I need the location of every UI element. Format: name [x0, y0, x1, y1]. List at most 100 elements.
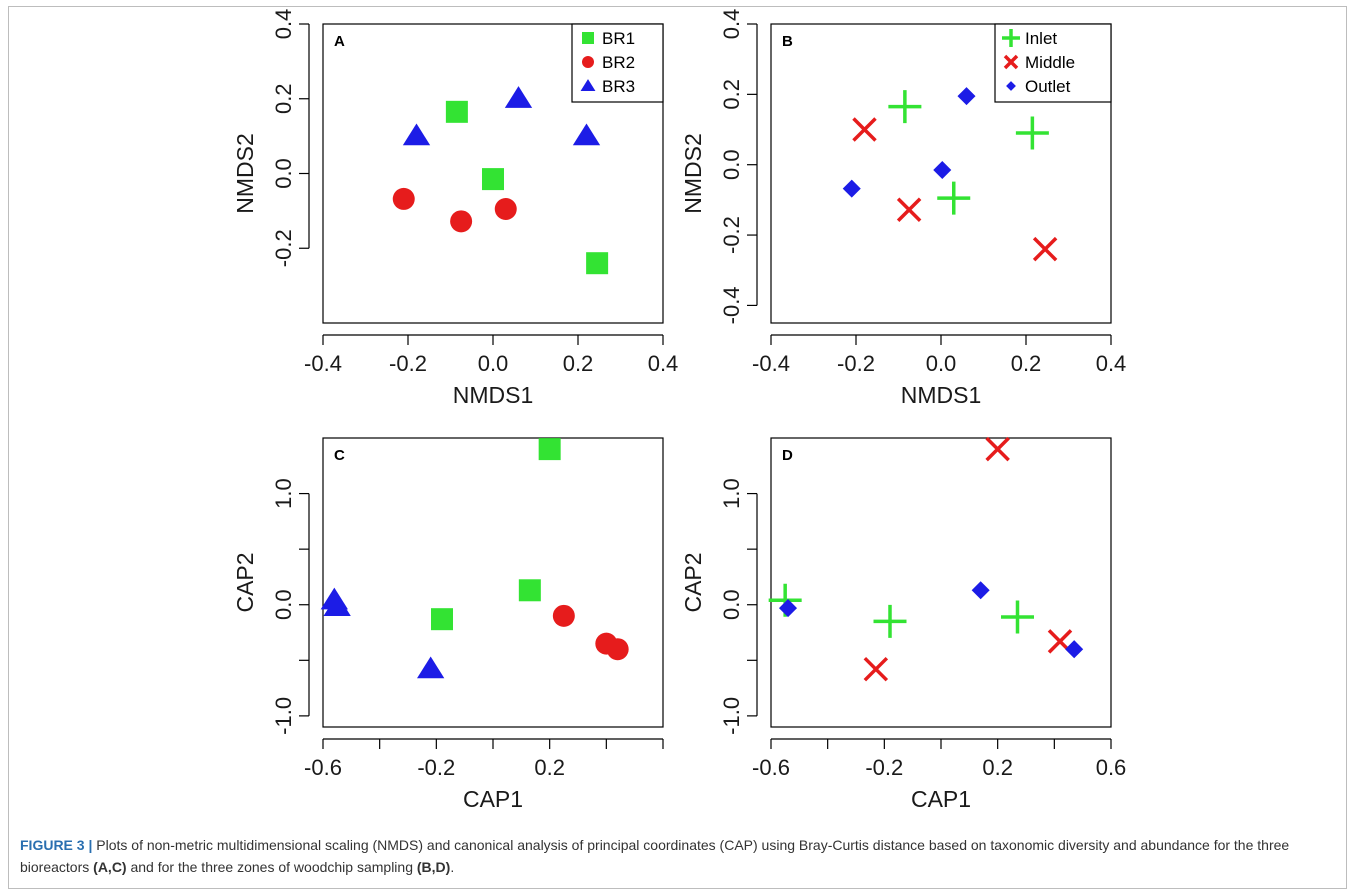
legend-marker-br2 [582, 56, 594, 68]
x-tick-label: 0.2 [534, 755, 565, 780]
x-tick-label: 0.0 [478, 351, 509, 376]
point-middle [852, 117, 877, 142]
y-tick-label: -1.0 [719, 697, 744, 735]
y-axis-label: CAP2 [680, 552, 706, 612]
point-inlet [937, 181, 971, 215]
x-tick-label: 0.2 [563, 351, 594, 376]
x-tick-label: 0.4 [1096, 351, 1127, 376]
legend-label: Middle [1025, 53, 1075, 72]
plot-area [322, 437, 664, 728]
point-br1 [445, 100, 468, 123]
panel-letter: B [782, 33, 793, 50]
plot-area [770, 437, 1112, 728]
point-middle [985, 436, 1010, 462]
legend-label: Inlet [1025, 29, 1057, 48]
y-tick-label: 0.2 [271, 83, 296, 114]
caption-text-1: Plots of non-metric multidimensional sca… [20, 837, 1290, 875]
legend-marker-outlet [1006, 81, 1016, 91]
point-outlet [778, 599, 798, 618]
point-br3 [417, 656, 445, 679]
point-outlet [933, 160, 952, 180]
y-tick-label: -0.2 [719, 216, 744, 254]
figure-label: FIGURE 3 | [20, 837, 93, 853]
point-br2 [450, 210, 473, 233]
point-middle [896, 197, 922, 222]
caption-text-2: and for the three zones of woodchip samp… [126, 859, 417, 875]
x-tick-label: -0.6 [304, 755, 342, 780]
point-br2 [392, 187, 415, 210]
point-middle [1032, 236, 1058, 262]
point-br2 [494, 198, 517, 221]
x-tick-label: 0.0 [926, 351, 957, 376]
y-tick-label: 0.4 [719, 9, 744, 40]
figure-caption: FIGURE 3 | Plots of non-metric multidime… [20, 834, 1330, 878]
point-inlet [1015, 116, 1049, 150]
y-axis-label: CAP2 [232, 552, 258, 612]
y-tick-label: 1.0 [271, 478, 296, 509]
x-tick-label: -0.2 [865, 755, 903, 780]
panel-letter: A [334, 33, 345, 50]
point-br1 [586, 252, 609, 275]
point-inlet [1001, 600, 1034, 634]
point-br3 [572, 123, 601, 146]
x-tick-label: -0.2 [417, 755, 455, 780]
point-br2 [606, 638, 629, 661]
x-axis-label: NMDS1 [453, 382, 534, 408]
plot-area [322, 23, 664, 324]
legend-marker-inlet [1002, 29, 1020, 47]
y-tick-label: 0.2 [719, 79, 744, 110]
point-br3 [504, 86, 533, 108]
y-tick-label: -1.0 [271, 697, 296, 735]
point-middle [863, 656, 889, 682]
figure-plots: -0.4 -0.2 0.0 0.2 0.4 NMDS1 -0.2 0.0 0.2 0.4 NMDS2… [232, 9, 1126, 812]
legend-label: Outlet [1025, 77, 1071, 96]
x-axis-label: NMDS1 [901, 382, 982, 408]
panel-a: -0.4 -0.2 0.0 0.2 0.4 NMDS1 -0.2 0.0 0.2 0.4 NMDS2… [232, 9, 678, 408]
y-axis-label: NMDS2 [232, 133, 258, 214]
point-inlet [888, 90, 922, 124]
point-br1 [482, 168, 504, 191]
legend-label: BR3 [602, 77, 635, 96]
panel-b: -0.4 -0.2 0.0 0.2 0.4 NMDS1 -0.4 -0.2 0.0 0.2 0.4 N… [680, 9, 1126, 408]
point-br2 [552, 604, 575, 627]
x-tick-label: -0.4 [304, 351, 342, 376]
y-tick-label: -0.2 [271, 229, 296, 267]
x-tick-label: 0.4 [648, 351, 679, 376]
legend: Inlet Middle Outlet [994, 23, 1112, 103]
caption-bold-1: (A,C) [93, 859, 127, 875]
y-axis-label: NMDS2 [680, 133, 706, 214]
panel-c: -0.6 -0.2 0.2 CAP1 -1.0 0.0 1.0 CAP2 C [232, 437, 664, 812]
plot-area [770, 23, 1112, 324]
point-br3 [323, 594, 351, 617]
point-br3 [402, 123, 431, 146]
panel-letter: C [334, 447, 345, 464]
legend-label: BR2 [602, 53, 635, 72]
point-br1 [518, 579, 541, 602]
point-outlet [1065, 640, 1084, 659]
point-outlet [842, 179, 861, 198]
caption-bold-2: (B,D) [416, 859, 451, 875]
x-tick-label: -0.6 [752, 755, 790, 780]
legend-marker-middle [1003, 54, 1019, 70]
legend: BR1 BR2 BR3 [571, 23, 664, 103]
x-tick-label: 0.2 [1011, 351, 1042, 376]
legend-label: BR1 [602, 29, 635, 48]
y-tick-label: 0.0 [719, 149, 744, 180]
legend-marker-br3 [580, 79, 596, 91]
point-outlet [957, 87, 976, 106]
point-inlet [873, 604, 907, 638]
y-tick-label: 0.0 [719, 589, 744, 620]
y-tick-label: 1.0 [719, 478, 744, 509]
legend-marker-br1 [582, 32, 594, 44]
point-outlet [971, 581, 990, 600]
x-tick-label: 0.2 [982, 755, 1013, 780]
y-tick-label: 0.0 [271, 158, 296, 189]
y-tick-label: 0.4 [271, 9, 296, 40]
y-tick-label: 0.0 [271, 589, 296, 620]
x-tick-label: -0.2 [837, 351, 875, 376]
figure-frame [8, 6, 1347, 889]
point-br1 [431, 608, 453, 631]
x-tick-label: -0.4 [752, 351, 790, 376]
x-tick-label: -0.2 [389, 351, 427, 376]
panel-letter: D [782, 447, 793, 464]
